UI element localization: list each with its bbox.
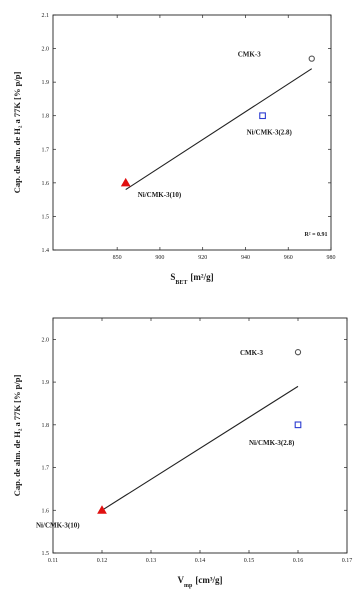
- data-point-circle: [308, 55, 315, 62]
- data-label: Ni/CMK-3(10): [138, 191, 182, 199]
- y-axis-title: Cap. de alm. de H₂ a 77K [% p/p]: [12, 375, 22, 497]
- data-label: CMK-3: [240, 349, 263, 357]
- x-tick-label: 980: [327, 255, 336, 261]
- x-axis-title: SBET[m²/g]: [170, 272, 213, 286]
- plot-frame: [52, 317, 348, 554]
- y-tick-label: 1.4: [42, 248, 50, 254]
- x-tick-label: 0.15: [244, 558, 255, 564]
- chart-sbet: 850 900 920 940 960 980 1.4 1.5 1.6 1.7 1.8 1.9 2.0 2…: [12, 13, 336, 286]
- data-point-circle: [294, 349, 302, 356]
- r-squared-annotation: R² = 0.91: [304, 232, 327, 238]
- data-point-triangle: [120, 177, 131, 187]
- x-axis-title: Vmp[cm³/g]: [177, 575, 222, 589]
- y-tick-label: 1.7: [42, 466, 50, 472]
- x-tick-label: 0.14: [195, 558, 206, 564]
- data-point-triangle: [97, 505, 107, 514]
- x-tick-label: 960: [284, 255, 293, 261]
- y-tick-label: 1.6: [42, 508, 50, 514]
- y-tick-label: 1.8: [42, 114, 50, 120]
- data-point-square: [294, 421, 302, 429]
- fit-line: [101, 385, 299, 511]
- y-axis-title: Cap. de alm. de H₂ a 77K [% p/p]: [12, 72, 22, 194]
- y-tick-label: 1.9: [42, 80, 50, 86]
- x-tick-label: 0.12: [97, 558, 108, 564]
- x-tick-label: 0.17: [342, 558, 353, 564]
- data-label: Ni/CMK-3(10): [36, 521, 80, 529]
- x-tick-label: 0.16: [293, 558, 304, 564]
- data-label: Ni/CMK-3(2.8): [249, 439, 295, 447]
- fit-line: [125, 68, 313, 191]
- chart-vmp: 0.11 0.12 0.13 0.14 0.15 0.16 0.17 1.5 1.6 1.7 1.8…: [12, 317, 353, 589]
- x-tick-label: 0.13: [146, 558, 157, 564]
- x-tick-label: 940: [241, 255, 250, 261]
- y-tick-label: 1.6: [42, 181, 50, 187]
- plot-frame: [52, 14, 332, 251]
- data-label: CMK-3: [238, 51, 261, 59]
- y-tick-label: 1.7: [42, 147, 50, 153]
- x-tick-label: 900: [155, 255, 164, 261]
- y-tick-label: 2.0: [42, 47, 50, 53]
- x-tick-label: 0.11: [48, 558, 58, 564]
- y-tick-label: 2.1: [42, 13, 50, 19]
- y-tick-label: 1.9: [42, 380, 50, 386]
- x-tick-label: 920: [198, 255, 207, 261]
- y-tick-label: 1.8: [42, 423, 50, 429]
- y-tick-label: 1.5: [42, 214, 50, 220]
- y-tick-label: 1.5: [42, 551, 50, 557]
- x-tick-label: 850: [113, 255, 122, 261]
- y-tick-label: 2.0: [42, 337, 50, 343]
- data-point-square: [259, 112, 266, 120]
- data-label: Ni/CMK-3(2.8): [247, 129, 293, 137]
